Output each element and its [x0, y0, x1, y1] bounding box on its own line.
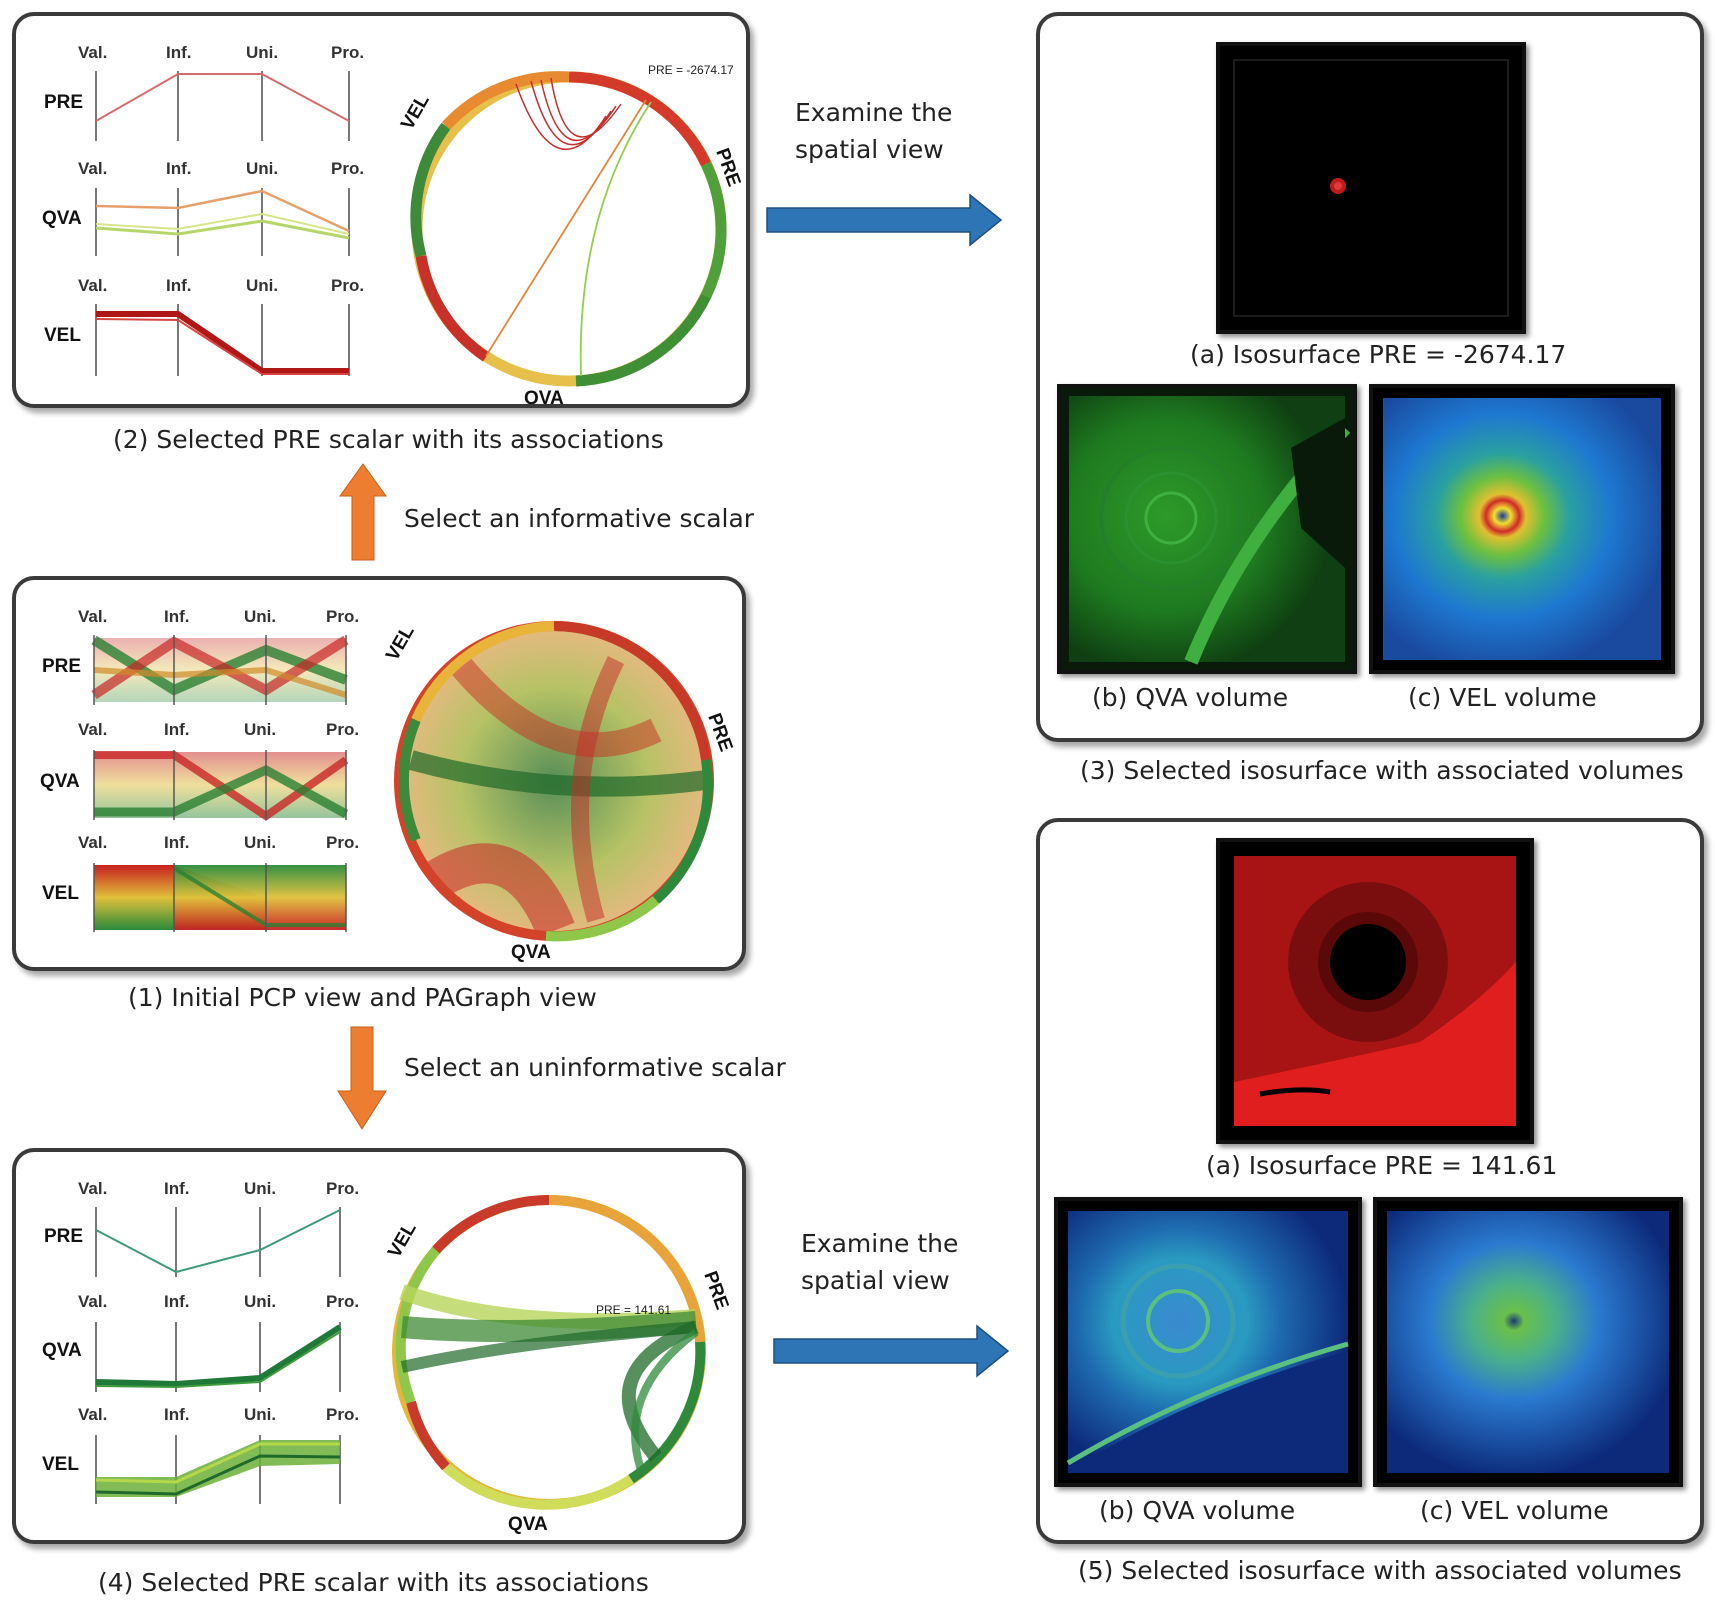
pre-value-label: PRE = -2674.17 [648, 63, 734, 77]
note-examine-top-2: spatial view [795, 135, 944, 164]
axis-label-val: Val. [78, 833, 107, 852]
chord-label-qva: QVA [511, 942, 551, 963]
arrow-right-blue-bottom [773, 1324, 1010, 1378]
row-label-vel: VEL [42, 883, 79, 904]
caption-vel-volume-5c: (c) VEL volume [1420, 1496, 1609, 1525]
caption-panel-5: (5) Selected isosurface with associated … [1078, 1556, 1682, 1585]
pcp-pagraph-view-4: Val. Inf. Uni. Pro. PRE Val. Inf. Uni. P… [42, 1179, 732, 1535]
axis-label-pro: Pro. [331, 276, 364, 295]
pcp-pagraph-view-1: Val. Inf. Uni. Pro. PRE Val. Inf [40, 607, 736, 963]
axis-label-uni: Uni. [246, 276, 278, 295]
chord-label-vel: VEL [384, 1219, 421, 1262]
note-examine-bottom-1: Examine the [801, 1229, 959, 1258]
axis-label-uni: Uni. [246, 159, 278, 178]
caption-panel-1: (1) Initial PCP view and PAGraph view [128, 983, 597, 1012]
axis-label-inf: Inf. [164, 607, 190, 626]
axis-label-pro: Pro. [326, 607, 359, 626]
axis-label-uni: Uni. [244, 1179, 276, 1198]
pagraph-circle: VEL PRE QVA [382, 621, 736, 963]
chord-label-vel: VEL [397, 91, 434, 134]
qva-volume-image-3 [1057, 384, 1357, 674]
caption-panel-4: (4) Selected PRE scalar with its associa… [98, 1568, 649, 1597]
note-select-uninformative: Select an uninformative scalar [404, 1053, 786, 1082]
panel-initial-pcp-pagraph: Val. Inf. Uni. Pro. PRE Val. Inf [12, 576, 746, 971]
row-label-pre: PRE [42, 656, 81, 677]
axis-label-uni: Uni. [244, 607, 276, 626]
pcp-block: Val. Inf. Uni. Pro. PRE Val. Inf. Uni. P… [42, 1179, 359, 1504]
caption-panel-2: (2) Selected PRE scalar with its associa… [113, 425, 664, 454]
row-label-vel: VEL [44, 325, 81, 346]
axis-label-pro: Pro. [326, 1179, 359, 1198]
caption-qva-volume-3b: (b) QVA volume [1092, 683, 1289, 712]
axis-label-inf: Inf. [164, 1405, 190, 1424]
axis-label-pro: Pro. [326, 720, 359, 739]
arrow-down-orange [337, 1026, 387, 1130]
axis-label-inf: Inf. [166, 159, 192, 178]
chord-label-qva: QVA [508, 1514, 548, 1535]
row-label-qva: QVA [42, 208, 82, 229]
axis-label-pro: Pro. [326, 1405, 359, 1424]
arrow-up-orange [339, 463, 387, 561]
arrow-right-blue-top [766, 193, 1003, 247]
axis-label-uni: Uni. [244, 1292, 276, 1311]
chord-label-vel: VEL [382, 622, 419, 665]
row-label-qva: QVA [40, 771, 80, 792]
vel-volume-image-5 [1373, 1197, 1683, 1487]
pre-value-label: PRE = 141.61 [596, 1303, 671, 1317]
row-label-qva: QVA [42, 1340, 82, 1361]
caption-isosurface-5a: (a) Isosurface PRE = 141.61 [1206, 1151, 1558, 1180]
axis-label-uni: Uni. [244, 1405, 276, 1424]
axis-label-inf: Inf. [164, 833, 190, 852]
row-label-pre: PRE [44, 92, 83, 113]
note-select-informative: Select an informative scalar [404, 504, 755, 533]
axis-label-val: Val. [78, 720, 107, 739]
row-label-pre: PRE [44, 1226, 83, 1247]
panel-selected-pre-uninformative: Val. Inf. Uni. Pro. PRE Val. Inf. Uni. P… [12, 1148, 746, 1544]
axis-label-inf: Inf. [164, 1179, 190, 1198]
axis-label-val: Val. [78, 607, 107, 626]
pagraph-circle: VEL PRE QVA PRE = -2674.17 [397, 63, 744, 409]
axis-label-uni: Uni. [246, 43, 278, 62]
pcp-block: Val. Inf. Uni. Pro. PRE Val. Inf. Uni. P… [42, 43, 364, 376]
caption-qva-volume-5b: (b) QVA volume [1099, 1496, 1296, 1525]
axis-label-inf: Inf. [164, 1292, 190, 1311]
note-examine-bottom-2: spatial view [801, 1266, 950, 1295]
caption-isosurface-3a: (a) Isosurface PRE = -2674.17 [1190, 340, 1567, 369]
axis-label-inf: Inf. [164, 720, 190, 739]
isosurface-image-pre-pos [1216, 838, 1534, 1144]
pcp-pagraph-view-2: Val. Inf. Uni. Pro. PRE Val. Inf. Uni. P… [42, 43, 744, 409]
qva-volume-image-5 [1054, 1197, 1362, 1487]
axis-label-val: Val. [78, 1179, 107, 1198]
caption-vel-volume-3c: (c) VEL volume [1408, 683, 1597, 712]
axis-label-val: Val. [78, 43, 107, 62]
panel-selected-pre-informative: Val. Inf. Uni. Pro. PRE Val. Inf. Uni. P… [12, 12, 750, 409]
axis-label-inf: Inf. [166, 43, 192, 62]
axis-label-pro: Pro. [331, 159, 364, 178]
chord-label-pre: PRE [699, 1269, 732, 1313]
axis-label-pro: Pro. [326, 833, 359, 852]
vel-volume-image-3 [1369, 384, 1675, 674]
axis-label-val: Val. [78, 1292, 107, 1311]
caption-panel-3: (3) Selected isosurface with associated … [1080, 756, 1684, 785]
chord-label-qva: QVA [524, 388, 564, 404]
axis-label-pro: Pro. [331, 43, 364, 62]
isosurface-image-pre-neg [1216, 42, 1526, 334]
row-label-vel: VEL [42, 1454, 79, 1475]
axis-label-uni: Uni. [244, 833, 276, 852]
note-examine-top-1: Examine the [795, 98, 953, 127]
axis-label-val: Val. [78, 159, 107, 178]
axis-label-inf: Inf. [166, 276, 192, 295]
pagraph-circle: VEL PRE QVA PRE = 141.61 [384, 1194, 732, 1535]
axis-label-val: Val. [78, 1405, 107, 1424]
axis-label-pro: Pro. [326, 1292, 359, 1311]
pcp-block: Val. Inf. Uni. Pro. PRE Val. Inf [40, 607, 359, 932]
axis-label-uni: Uni. [244, 720, 276, 739]
axis-label-val: Val. [78, 276, 107, 295]
